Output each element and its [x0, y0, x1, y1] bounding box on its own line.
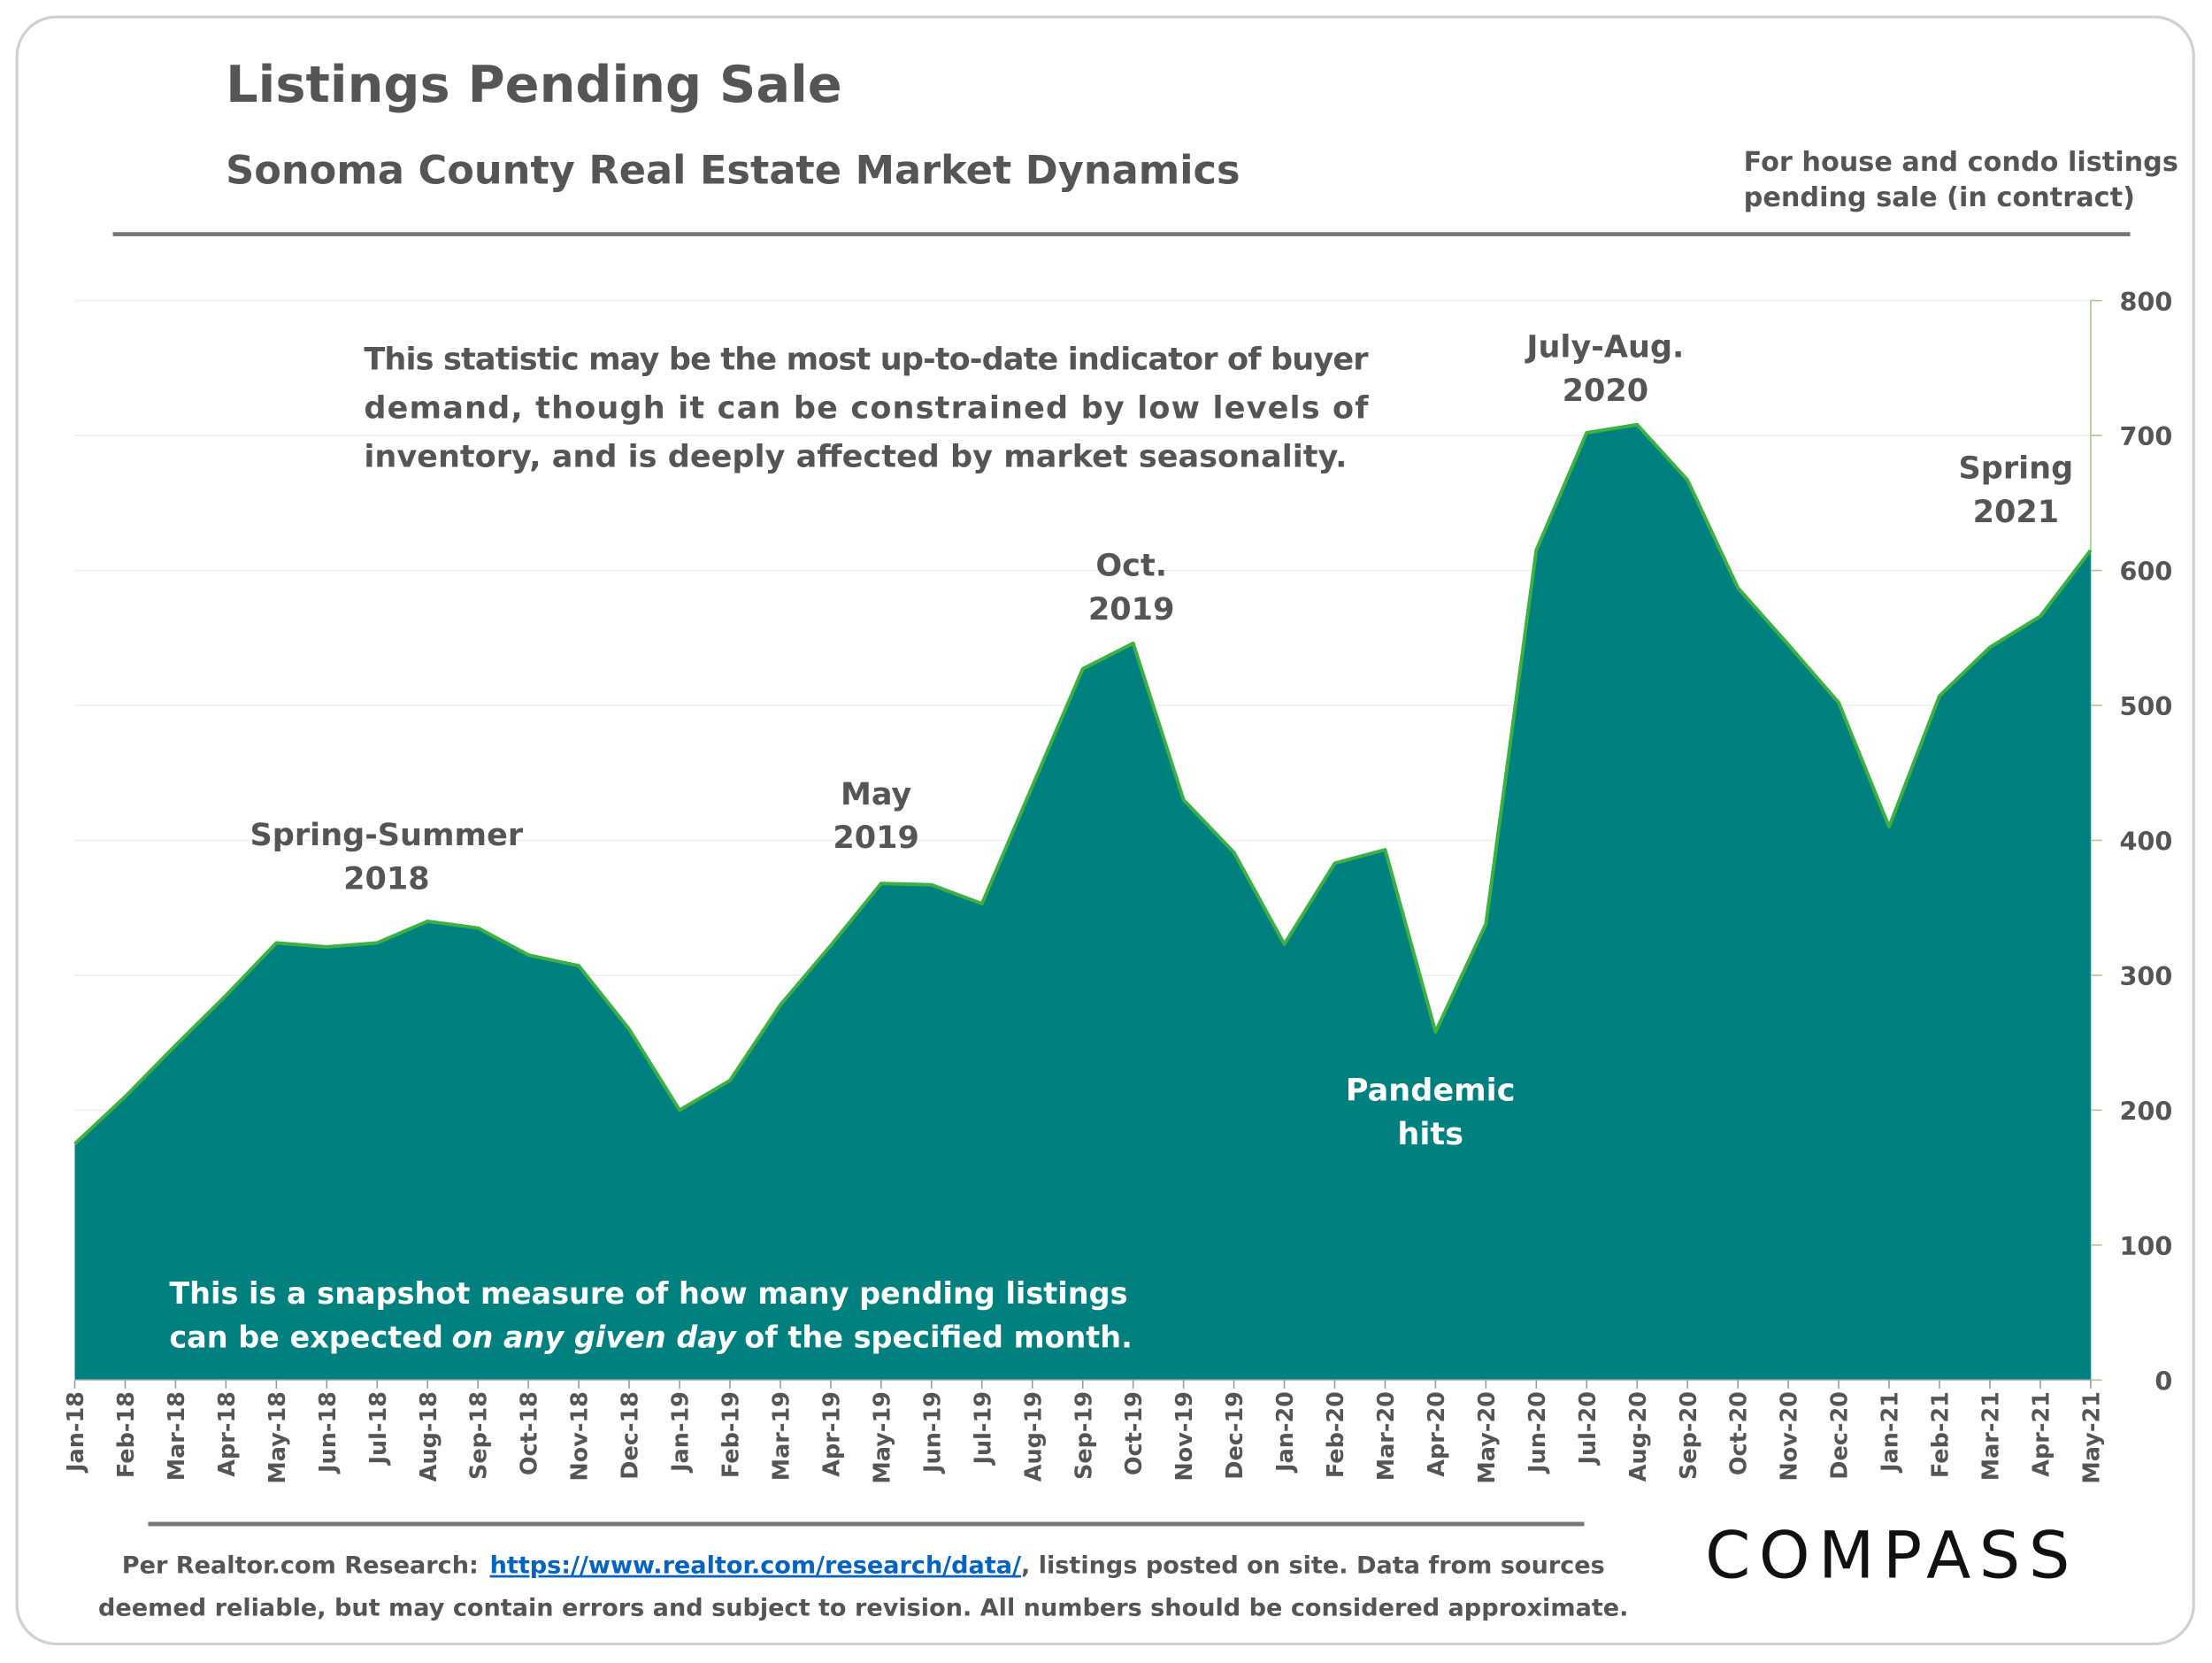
- y-tick-label: 500: [2119, 691, 2172, 721]
- x-tick-label: Feb-18: [113, 1391, 140, 1478]
- y-tick-label: 600: [2119, 557, 2172, 587]
- annotation: Spring: [1959, 450, 2074, 486]
- y-tick-label: 700: [2119, 421, 2172, 451]
- x-tick-label: Jan-18: [63, 1391, 89, 1474]
- x-tick-label: Dec-19: [1222, 1391, 1248, 1480]
- x-tick-label: Sep-18: [466, 1391, 493, 1480]
- y-tick-label: 0: [2154, 1366, 2172, 1396]
- footer-text: , listings posted on site. Data from sou…: [1021, 1552, 1605, 1580]
- x-tick-label: Nov-19: [1171, 1391, 1198, 1482]
- annotation: Spring-Summer: [250, 817, 524, 853]
- annotation: hits: [1397, 1116, 1463, 1152]
- x-tick-label: Jun-20: [1525, 1391, 1551, 1474]
- y-tick-label: 100: [2119, 1231, 2172, 1261]
- x-tick-label: Jan-19: [668, 1391, 695, 1474]
- x-tick-label: Aug-20: [1625, 1391, 1652, 1482]
- statement: This statistic may be the most up-to-dat…: [364, 342, 1369, 378]
- y-tick-label: 300: [2119, 961, 2172, 991]
- annotation: July-Aug.: [1525, 328, 1684, 365]
- annotation: May: [841, 776, 911, 812]
- x-tick-label: May-21: [2078, 1391, 2105, 1484]
- x-tick-label: Jun-18: [315, 1391, 342, 1474]
- side-note: pending sale (in contract): [1744, 182, 2135, 213]
- annotation: Oct.: [1095, 548, 1167, 584]
- x-tick-label: Jun-19: [919, 1391, 946, 1474]
- footer-text: Per Realtor.com Research: https://www.rea…: [122, 1552, 1605, 1580]
- x-tick-label: May-18: [265, 1391, 291, 1484]
- plot: 0 100 200 300 400 500 600 700 800 Jan-18 Feb-18 Mar…: [63, 287, 2172, 1484]
- logo: COMPASS: [1705, 1519, 2078, 1594]
- snapshot-note: on any given day: [452, 1320, 737, 1355]
- annotation: 2019: [833, 820, 919, 856]
- x-tick-label: Nov-18: [567, 1391, 594, 1482]
- area-outline: [73, 422, 2093, 1145]
- chart-title: Listings Pending Sale: [226, 55, 842, 114]
- snapshot-note: can be expected: [169, 1320, 443, 1355]
- x-tick-label: Oct-20: [1726, 1391, 1753, 1475]
- footer-text: Per Realtor.com Research:: [122, 1552, 479, 1580]
- area: [74, 424, 2091, 1381]
- x-tick-label: Jan-21: [1878, 1391, 1904, 1474]
- x-tick-label: Mar-18: [164, 1391, 190, 1481]
- annotation: 2020: [1563, 373, 1649, 409]
- x-tick-label: Mar-19: [769, 1391, 795, 1481]
- statement: inventory, and is deeply affected by mar…: [364, 439, 1347, 475]
- snapshot-note: of the specified month.: [744, 1320, 1133, 1355]
- annotation: 2021: [1973, 494, 2060, 530]
- x-tick-label: Apr-21: [2028, 1391, 2055, 1477]
- x-tick-label: Jul-20: [1575, 1391, 1601, 1466]
- x-tick-label: Mar-21: [1978, 1391, 2005, 1481]
- x-tick-label: Feb-19: [718, 1391, 745, 1478]
- annotation: Pandemic: [1346, 1073, 1516, 1109]
- x-tick-label: Dec-18: [618, 1391, 644, 1480]
- x-tick-label: May-19: [869, 1391, 895, 1484]
- x-tick-label: Feb-21: [1928, 1391, 1955, 1478]
- x-tick-label: Jul-19: [970, 1391, 996, 1466]
- snapshot-note: can be expected on any given day of the sp…: [169, 1320, 1133, 1355]
- chart-subtitle: Sonoma County Real Estate Market Dynamic…: [226, 147, 1240, 193]
- x-tick-label: Feb-20: [1323, 1391, 1349, 1478]
- snapshot-note: This is a snapshot measure of how many p…: [169, 1276, 1127, 1311]
- x-tick-label: Nov-20: [1777, 1391, 1803, 1482]
- y-tick-label: 400: [2119, 827, 2172, 857]
- x-tick-label: Aug-18: [416, 1391, 442, 1482]
- side-note: For house and condo listings: [1744, 147, 2178, 178]
- x-tick-label: Sep-20: [1676, 1391, 1702, 1480]
- x-tick-label: Sep-19: [1071, 1391, 1097, 1480]
- x-tick-label: Oct-18: [517, 1391, 543, 1475]
- x-tick-label: Apr-19: [818, 1391, 845, 1477]
- x-tick-label: Mar-20: [1373, 1391, 1400, 1481]
- statement: demand, though it can be constrained by …: [364, 390, 1369, 427]
- annotation: 2019: [1088, 591, 1175, 627]
- x-tick-label: Aug-19: [1020, 1391, 1047, 1482]
- x-tick-label: Jul-18: [365, 1391, 392, 1466]
- y-tick-label: 200: [2119, 1097, 2172, 1127]
- footer-text: deemed reliable, but may contain errors …: [98, 1595, 1628, 1622]
- source-link[interactable]: https://www.realtor.com/research/data/: [490, 1552, 1021, 1580]
- x-tick-label: Oct-19: [1121, 1391, 1148, 1475]
- x-tick-label: Apr-20: [1424, 1391, 1450, 1477]
- y-tick-label: 800: [2119, 287, 2172, 317]
- x-tick-label: Apr-18: [214, 1391, 241, 1477]
- x-tick-label: Jan-20: [1272, 1391, 1299, 1474]
- annotation: 2018: [343, 860, 430, 897]
- x-tick-label: May-20: [1474, 1391, 1501, 1484]
- x-tick-label: Dec-20: [1827, 1391, 1854, 1480]
